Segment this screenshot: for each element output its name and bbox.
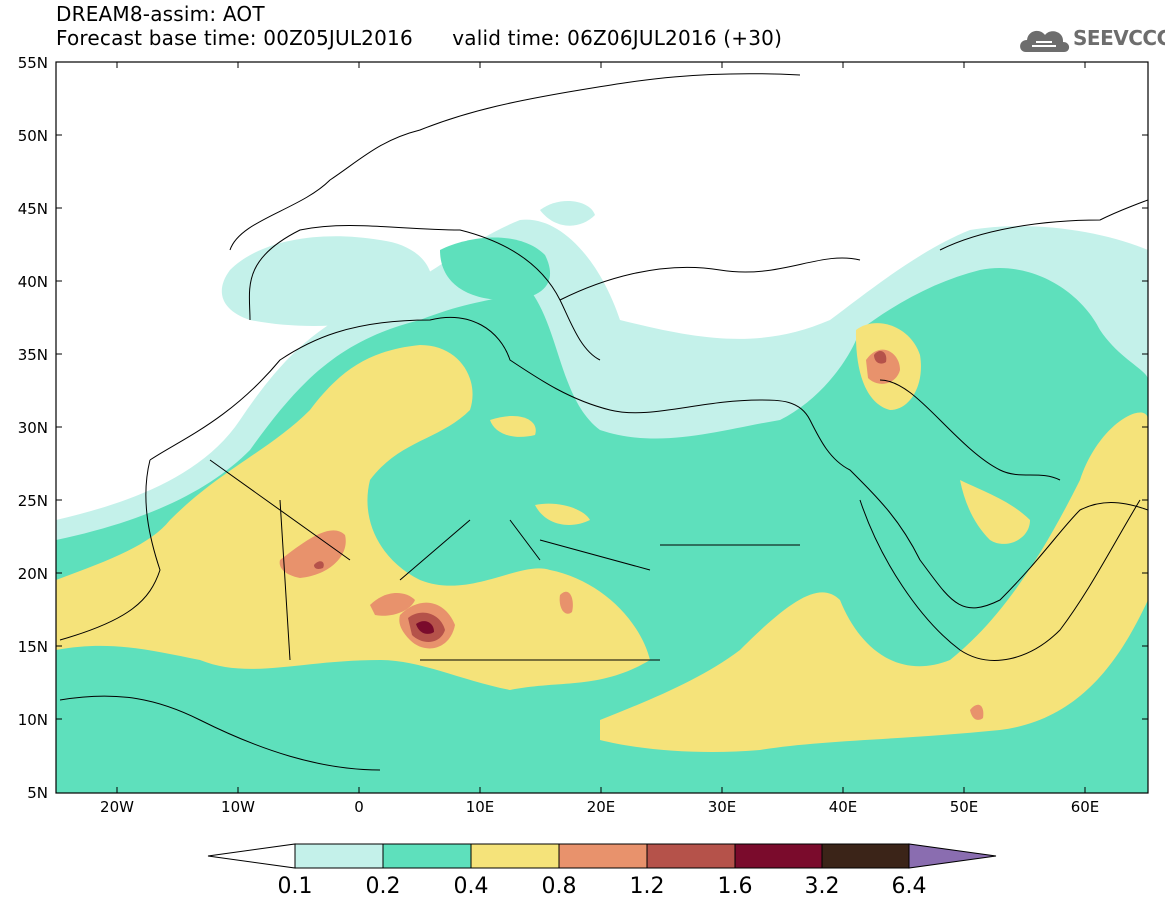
- colorbar-label: 6.4: [892, 874, 927, 899]
- lat-tick: 15N: [18, 638, 48, 656]
- lon-tick: 40E: [829, 798, 858, 816]
- colorbar-swatch: [470, 843, 560, 869]
- colorbar-swatch: [646, 843, 736, 869]
- lat-tick: 40N: [18, 273, 48, 291]
- colorbar-swatch: [558, 843, 648, 869]
- colorbar-label: 0.8: [542, 874, 577, 899]
- map-title: DREAM8-assim: AOT: [56, 2, 265, 26]
- lon-tick: 20E: [587, 798, 616, 816]
- colorbar-swatch: [734, 843, 823, 869]
- lat-tick: 35N: [18, 346, 48, 364]
- lon-tick: 10W: [221, 798, 255, 816]
- lon-tick: 20W: [100, 798, 134, 816]
- lat-tick: 45N: [18, 200, 48, 218]
- lon-tick: 10E: [466, 798, 495, 816]
- colorbar-swatch: [294, 843, 384, 869]
- map-subtitle: Forecast base time: 00Z05JUL2016 valid t…: [56, 26, 783, 50]
- lat-tick: 50N: [18, 127, 48, 145]
- colorbar-swatch: [382, 843, 472, 869]
- cloud-logo-icon: [1020, 30, 1070, 52]
- logo-text: SEEVCCC: [1073, 26, 1165, 50]
- aot-field: [56, 62, 1148, 793]
- colorbar-label: 3.2: [805, 874, 840, 899]
- colorbar: 0.1 0.2 0.4 0.8 1.2 1.6 3.2 6.4: [207, 843, 997, 899]
- coastlines: [59, 73, 1148, 771]
- lat-tick: 5N: [27, 784, 48, 802]
- lat-tick: 25N: [18, 492, 48, 510]
- aot-band-1.6: [416, 621, 434, 634]
- lon-tick: 60E: [1071, 798, 1100, 816]
- lat-tick: 30N: [18, 419, 48, 437]
- lat-tick: 20N: [18, 565, 48, 583]
- lon-tick: 30E: [708, 798, 737, 816]
- colorbar-swatch: [821, 843, 910, 869]
- lon-tick-marks: [116, 62, 1086, 793]
- colorbar-high-arrow: [908, 843, 997, 869]
- lat-tick: 10N: [18, 711, 48, 729]
- lon-tick: 0: [354, 798, 364, 816]
- colorbar-low-arrow: [207, 843, 296, 869]
- lon-axis: 20W 10W 0 10E 20E 30E 40E 50E 60E: [100, 798, 1099, 816]
- colorbar-label: 0.2: [366, 874, 401, 899]
- colorbar-label: 1.6: [718, 874, 753, 899]
- lat-tick-marks: [56, 134, 1148, 720]
- lat-axis: 55N 50N 45N 40N 35N 30N 25N 20N 15N 10N …: [18, 54, 48, 802]
- colorbar-label: 1.2: [630, 874, 665, 899]
- lat-tick: 55N: [18, 54, 48, 72]
- colorbar-label: 0.1: [278, 874, 313, 899]
- colorbar-label: 0.4: [454, 874, 489, 899]
- lon-tick: 50E: [950, 798, 979, 816]
